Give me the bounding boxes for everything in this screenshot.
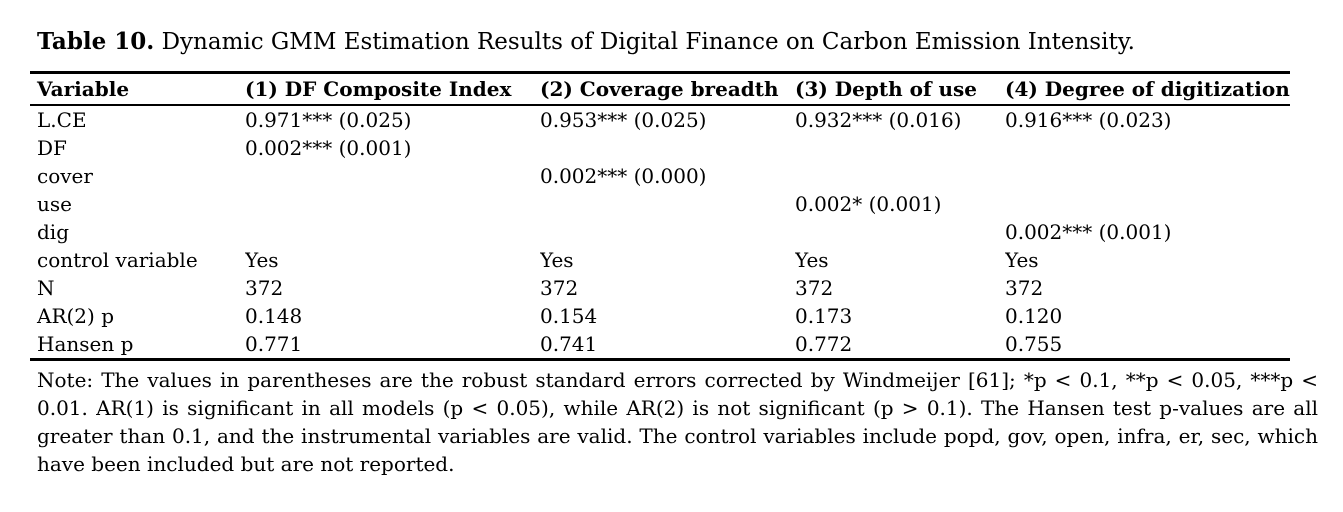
table-row: L.CE 0.971*** (0.025) 0.953*** (0.025) 0…: [30, 105, 1290, 134]
table-cell: 0.772: [795, 332, 853, 356]
table-cell: 372: [540, 276, 579, 300]
column-header-model4: (4) Degree of digitization: [1005, 72, 1290, 106]
table-caption: Table 10. Dynamic GMM Estimation Results…: [37, 27, 1313, 57]
table-row: control variable Yes Yes Yes Yes: [30, 246, 1290, 274]
table-note: Note: The values in parentheses are the …: [37, 368, 1318, 476]
row-label: Hansen p: [37, 332, 134, 356]
row-label: N: [37, 276, 55, 300]
table-cell: Yes: [245, 248, 279, 272]
table-row: use 0.002* (0.001): [30, 190, 1290, 218]
table-cell: 0.916*** (0.023): [1005, 108, 1172, 132]
row-label: control variable: [37, 248, 198, 272]
table-cell: [540, 134, 795, 162]
table-cell: [245, 162, 540, 190]
table-cell: Yes: [795, 248, 829, 272]
column-header-model1: (1) DF Composite Index: [245, 72, 540, 106]
row-label: cover: [37, 164, 93, 188]
column-header-model2: (2) Coverage breadth: [540, 72, 795, 106]
table-cell: 372: [795, 276, 834, 300]
table-row: AR(2) p 0.148 0.154 0.173 0.120: [30, 302, 1290, 330]
column-header-variable: Variable: [30, 72, 245, 106]
table-cell: 0.741: [540, 332, 598, 356]
table-cell: 0.971*** (0.025): [245, 108, 412, 132]
table-cell: [1005, 162, 1290, 190]
row-label: L.CE: [37, 108, 87, 132]
table-caption-text: Dynamic GMM Estimation Results of Digita…: [154, 29, 1135, 55]
table-cell: Yes: [540, 248, 574, 272]
column-header-model3: (3) Depth of use: [795, 72, 1005, 106]
row-label: use: [37, 192, 72, 216]
table-cell: [795, 218, 1005, 246]
paper-page: Table 10. Dynamic GMM Estimation Results…: [0, 27, 1343, 512]
table-cell: 0.002* (0.001): [795, 192, 942, 216]
row-label: DF: [37, 136, 67, 160]
table-cell: 0.120: [1005, 304, 1063, 328]
table-cell: [795, 162, 1005, 190]
header-row: Variable (1) DF Composite Index (2) Cove…: [30, 72, 1290, 106]
row-label: AR(2) p: [37, 304, 114, 328]
table-cell: [540, 190, 795, 218]
row-label: dig: [37, 220, 70, 244]
table-cell: [1005, 134, 1290, 162]
table-caption-label: Table 10.: [37, 28, 155, 55]
table-cell: 0.148: [245, 304, 303, 328]
table-cell: 372: [1005, 276, 1044, 300]
table-cell: 0.771: [245, 332, 303, 356]
results-table: Variable (1) DF Composite Index (2) Cove…: [30, 71, 1290, 361]
table-row: dig 0.002*** (0.001): [30, 218, 1290, 246]
table-cell: 0.173: [795, 304, 853, 328]
table-cell: 0.953*** (0.025): [540, 108, 707, 132]
table-row: N 372 372 372 372: [30, 274, 1290, 302]
table-cell: [245, 218, 540, 246]
table-cell: 0.755: [1005, 332, 1063, 356]
table-cell: [795, 134, 1005, 162]
table-cell: 372: [245, 276, 284, 300]
table-cell: 0.154: [540, 304, 598, 328]
table-cell: 0.932*** (0.016): [795, 108, 962, 132]
table-row: DF 0.002*** (0.001): [30, 134, 1290, 162]
table-cell: 0.002*** (0.001): [245, 136, 412, 160]
table-cell: 0.002*** (0.000): [540, 164, 707, 188]
table-row: cover 0.002*** (0.000): [30, 162, 1290, 190]
table-cell: [245, 190, 540, 218]
table-cell: Yes: [1005, 248, 1039, 272]
table-cell: 0.002*** (0.001): [1005, 220, 1172, 244]
table-cell: [540, 218, 795, 246]
table-cell: [1005, 190, 1290, 218]
table-row: Hansen p 0.771 0.741 0.772 0.755: [30, 330, 1290, 360]
